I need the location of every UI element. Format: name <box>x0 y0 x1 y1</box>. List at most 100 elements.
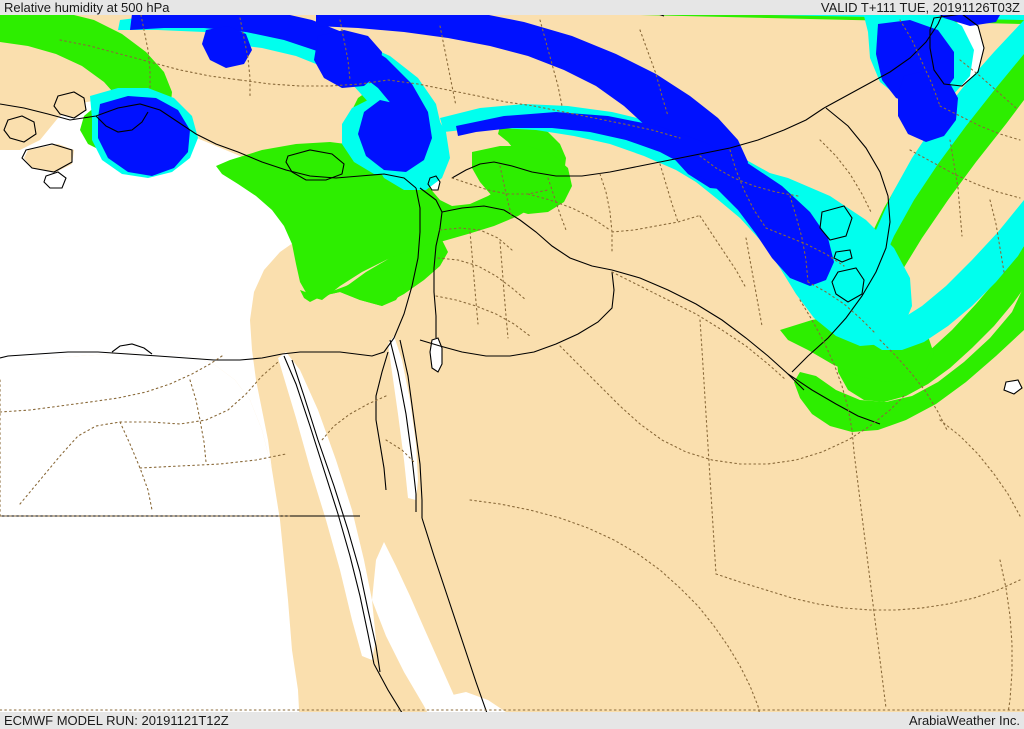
admin-iran-2 <box>939 105 1021 141</box>
admin-jordan-5 <box>499 241 509 339</box>
admin-egypt-6 <box>139 453 287 469</box>
admin-turkey-1 <box>59 39 241 81</box>
admin-iran-5 <box>949 139 963 237</box>
admin-saudi-3 <box>559 345 907 465</box>
admin-iran-1 <box>899 19 941 107</box>
admin-saudi-5 <box>879 339 949 433</box>
gulf-of-aqaba <box>388 336 418 500</box>
admin-saudi-2 <box>699 319 717 575</box>
coastline-gulf-aqaba-east <box>399 339 423 518</box>
coastline-turkey-bay <box>95 111 149 133</box>
coastline-gulf-aqaba <box>389 339 417 512</box>
humidity-contour-blue-spot-2 <box>202 26 252 68</box>
admin-turkey-5 <box>339 19 351 81</box>
island-crete-overlay <box>24 144 74 172</box>
lake-saudi-small <box>1004 380 1022 394</box>
admin-iraq-8 <box>819 139 873 215</box>
coastline-lake-tharthar <box>819 205 853 241</box>
dead-sea <box>430 338 442 372</box>
border-israel-egypt-sinai <box>375 351 389 491</box>
admin-iraq-6 <box>745 237 763 327</box>
humidity-contour-blue-mesopotamia <box>456 112 834 286</box>
admin-saudi-6 <box>469 499 763 727</box>
admin-saudi-7 <box>853 451 887 709</box>
border-syria-lebanon-israel <box>419 187 443 338</box>
admin-iran-4 <box>909 149 1021 199</box>
red-sea <box>372 542 470 729</box>
border-saudi-kuwait <box>787 373 881 425</box>
valid-time-label: VALID T+111 TUE, 20191126T03Z <box>820 0 1020 15</box>
admin-syria-6 <box>659 163 679 223</box>
border-iraq-saudi <box>611 269 805 391</box>
coastline-sea-of-galilee <box>427 175 441 191</box>
admin-jordan-4 <box>469 231 479 325</box>
admin-turkey-2 <box>139 9 151 91</box>
admin-syria-3 <box>547 177 567 231</box>
coastline-egypt-north <box>0 351 283 361</box>
humidity-contour-green-egypt-edge <box>322 270 404 306</box>
admin-egypt-5 <box>0 355 223 413</box>
humidity-contour-green-levant <box>216 122 566 300</box>
admin-jordan-3 <box>435 295 531 337</box>
admin-turkey-9 <box>639 29 669 117</box>
border-jordan-saudi <box>419 271 615 357</box>
humidity-blue-layer <box>98 0 1004 286</box>
humidity-contour-green-med-tongue <box>300 240 448 306</box>
coastline-lake-saudi <box>1003 379 1023 395</box>
border-iraq-iran <box>791 107 891 373</box>
coastline-aegean-islands <box>3 91 87 189</box>
coastline-nile-delta <box>111 343 153 355</box>
coastline-lake-urmia <box>929 13 985 87</box>
admin-iraq-4 <box>765 227 845 267</box>
admin-saudi-10 <box>999 559 1013 727</box>
admin-sinai-2 <box>385 439 415 463</box>
admin-syria-5 <box>527 193 611 231</box>
admin-syria-1 <box>451 177 549 195</box>
island-aegean-2-overlay <box>6 116 36 142</box>
admin-turkey-8 <box>539 19 563 107</box>
coastline-gulf-suez-west <box>283 355 375 665</box>
humidity-contour-green-band-south <box>794 286 1024 432</box>
admin-iraq-3 <box>789 195 809 283</box>
coastline-lake-habbaniyah <box>833 249 853 263</box>
admin-egypt-3 <box>19 361 279 505</box>
coastline-gulf-suez-east <box>291 359 381 673</box>
humidity-contour-blue-iran-border <box>898 70 958 142</box>
admin-sinai-1 <box>321 395 387 441</box>
coastline-cyprus <box>285 149 345 181</box>
model-run-label: ECMWF MODEL RUN: 20191121T12Z <box>4 713 229 728</box>
admin-syria-4 <box>599 173 613 253</box>
admin-saudi-8 <box>715 573 1021 611</box>
admin-egypt-4 <box>119 421 153 511</box>
admin-iraq-1 <box>729 149 767 229</box>
coastline-crete <box>21 143 73 173</box>
admin-turkey-7 <box>387 79 535 107</box>
humidity-contour-cyan-main <box>0 0 1024 350</box>
admin-iraq-7 <box>699 215 747 289</box>
admin-turkey-3 <box>239 17 251 99</box>
admin-borders-layer <box>0 3 1024 727</box>
border-syria-jordan-iraq <box>441 205 613 271</box>
header-bar: Relative humidity at 500 hPa VALID T+111… <box>0 0 1024 15</box>
border-turkey-iraq-iran-ne <box>823 5 947 109</box>
island-aegean-1-overlay <box>56 92 86 118</box>
humidity-contour-blue-sw-turkey-pocket <box>98 96 190 176</box>
coastline-levant <box>281 187 421 357</box>
admin-turkey-10 <box>533 105 681 139</box>
admin-syria-7 <box>611 215 699 233</box>
admin-egypt-7 <box>189 379 207 463</box>
coastline-turkey-south <box>0 103 417 189</box>
admin-syria-2 <box>499 165 513 219</box>
admin-jordan-1 <box>439 227 513 251</box>
provider-credit: ArabiaWeather Inc. <box>908 713 1020 728</box>
admin-turkey-4 <box>239 79 389 87</box>
admin-turkey-6 <box>439 25 457 107</box>
admin-saudi-9 <box>939 419 1021 517</box>
coastline-dead-sea <box>429 337 443 373</box>
coastline-lake-razzaza <box>831 267 865 303</box>
gulf-of-suez <box>278 352 376 660</box>
footer-bar: ECMWF MODEL RUN: 20191121T12Z ArabiaWeat… <box>0 712 1024 729</box>
